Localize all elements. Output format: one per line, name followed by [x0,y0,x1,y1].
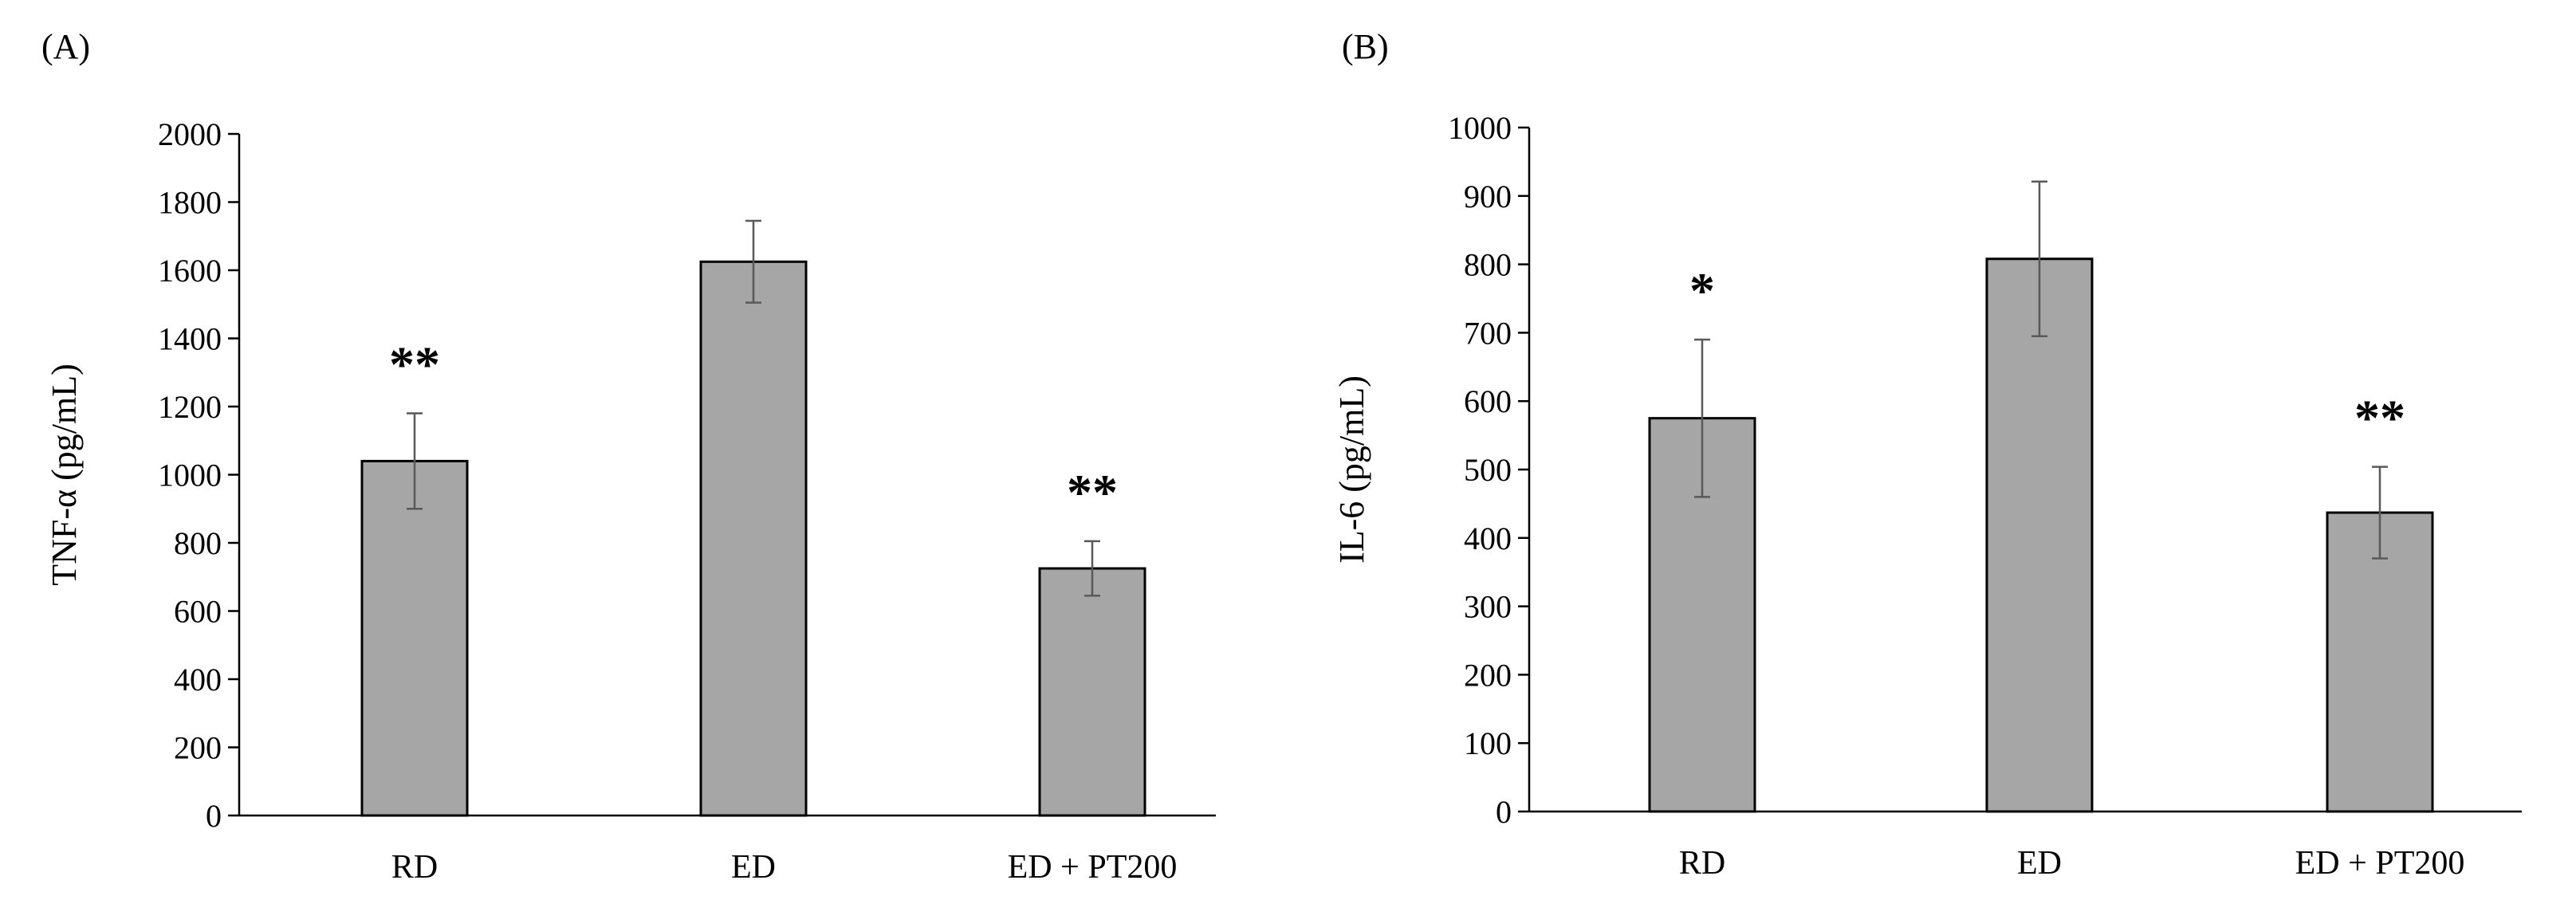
significance-marker: ** [1067,464,1118,521]
x-category-label: ED + PT200 [2295,845,2465,882]
y-tick-label: 0 [206,798,222,834]
bar [1038,567,1146,817]
y-tick-label: 300 [1464,589,1512,625]
y-axis-title: IL-6 (pg/mL) [1332,375,1371,564]
y-tick-label: 1400 [158,321,222,357]
y-tick-label: 400 [174,662,222,698]
y-tick-label: 1200 [158,389,222,425]
y-tick-label: 900 [1464,179,1512,214]
y-tick-label: 1600 [158,253,222,289]
y-tick-label: 600 [1464,383,1512,419]
y-tick-label: 700 [1464,315,1512,351]
y-tick-label: 500 [1464,452,1512,488]
panel-label: (A) [41,27,90,66]
y-tick-label: 400 [1464,521,1512,556]
y-tick-label: 1000 [158,458,222,493]
y-tick-label: 1800 [158,185,222,221]
y-tick-label: 800 [174,525,222,561]
x-category-label: ED + PT200 [1008,849,1178,886]
y-tick-label: 100 [1464,725,1512,761]
y-tick-label: 2000 [158,116,222,152]
bar [699,260,808,817]
y-tick-label: 800 [1464,247,1512,283]
bar [1985,257,2094,813]
significance-marker: ** [389,336,440,393]
x-category-label: RD [1679,845,1725,882]
x-category-label: RD [391,849,438,886]
significance-marker: ** [2354,390,2405,446]
y-tick-label: 200 [174,730,222,766]
y-tick-label: 1000 [1448,110,1512,146]
chart-panel-b: (B) IL-6 (pg/mL) 0 100 200 300 400 500 600 700 800… [1332,27,2522,882]
bar [360,459,469,817]
panel-label: (B) [1342,27,1389,66]
y-tick-label: 200 [1464,657,1512,693]
significance-marker: * [1689,262,1715,319]
x-category-label: ED [2017,845,2062,882]
chart-panel-a: (A) TNF-α (pg/mL) 0 200 400 600 800 1000 1200 140… [41,27,1216,886]
bar [2326,511,2434,813]
y-tick-label: 0 [1496,794,1512,830]
y-tick-label: 600 [174,594,222,630]
x-category-label: ED [731,849,776,886]
y-axis-title: TNF-α (pg/mL) [45,364,84,585]
